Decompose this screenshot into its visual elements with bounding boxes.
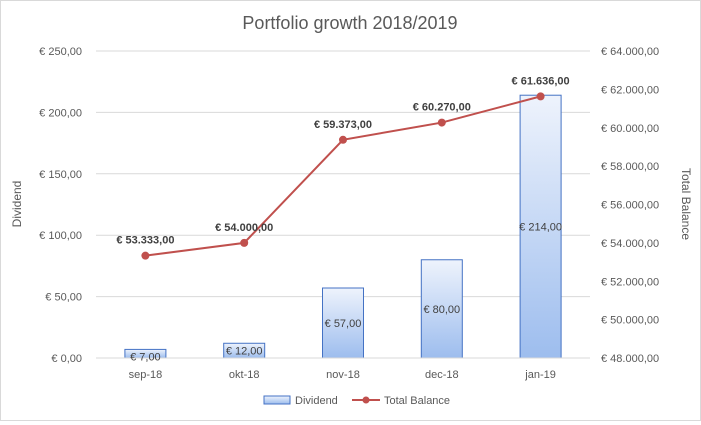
y2-tick-label: € 62.000,00 [601, 84, 659, 96]
x-tick-label: dec-18 [425, 369, 459, 381]
y2-tick-label: € 60.000,00 [601, 123, 659, 135]
dividend-label: € 12,00 [226, 345, 263, 357]
y-tick-label: € 250,00 [39, 46, 82, 58]
total-balance-marker [141, 251, 150, 260]
y2-tick-label: € 54.000,00 [601, 238, 659, 250]
y-tick-label: € 50,00 [45, 292, 82, 304]
y2-tick-label: € 48.000,00 [601, 353, 659, 365]
dividend-bar [519, 94, 562, 359]
dividend-label: € 214,00 [519, 222, 562, 234]
y2-axis-title: Total Balance [679, 168, 693, 240]
y-tick-label: € 0,00 [51, 353, 82, 365]
total-balance-marker [536, 92, 545, 101]
legend-dividend-swatch [263, 395, 291, 405]
legend-dividend-label: Dividend [295, 395, 338, 407]
dividend-label: € 7,00 [130, 351, 161, 363]
dividend-bar [322, 287, 364, 359]
data-labels: € 7,00 € 12,00 € 57,00 € 80,00 € 214,00 € 53.… [116, 75, 569, 363]
x-tick-label: sep-18 [129, 369, 163, 381]
total-balance-label: € 61.636,00 [512, 75, 570, 87]
dividend-bars [124, 94, 562, 359]
legend-balance-label: Total Balance [384, 395, 450, 407]
legend: Dividend Total Balance [263, 395, 450, 407]
total-balance-marker [437, 118, 446, 127]
y-tick-label: € 200,00 [39, 107, 82, 119]
x-tick-label: nov-18 [326, 369, 360, 381]
y-axis-title: Dividend [10, 181, 24, 228]
y-tick-label: € 150,00 [39, 169, 82, 181]
total-balance-marker [339, 135, 347, 144]
y2-tick-label: € 58.000,00 [601, 161, 659, 173]
y2-tick-label: € 56.000,00 [601, 200, 659, 212]
total-balance-marker [240, 238, 249, 247]
dividend-label: € 57,00 [325, 318, 362, 330]
chart-title: Portfolio growth 2018/2019 [242, 13, 457, 33]
y2-tick-label: € 50.000,00 [601, 315, 659, 327]
total-balance-line [141, 92, 545, 260]
y2-tick-label: € 52.000,00 [601, 276, 659, 288]
axes: € 0,00 € 50,00 € 100,00 € 150,00 € 200,00 € 2… [39, 46, 659, 381]
legend-balance-marker [362, 396, 370, 404]
x-tick-label: okt-18 [229, 369, 260, 381]
total-balance-label: € 53.333,00 [116, 235, 174, 247]
total-balance-label: € 54.000,00 [215, 222, 273, 234]
y-tick-label: € 100,00 [39, 230, 82, 242]
total-balance-label: € 60.270,00 [413, 102, 471, 114]
total-balance-label: € 59.373,00 [314, 119, 372, 131]
dividend-bar [420, 259, 463, 359]
y2-tick-label: € 64.000,00 [601, 46, 659, 58]
dividend-label: € 80,00 [423, 304, 460, 316]
x-tick-label: jan-19 [524, 369, 556, 381]
